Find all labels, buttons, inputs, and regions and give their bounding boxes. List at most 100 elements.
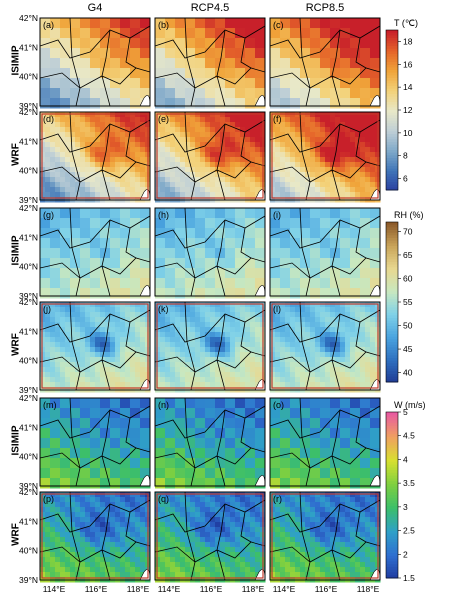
isimip-map-panel: (g): [39, 207, 151, 299]
admin-boundary: [101, 219, 111, 297]
colorbar-title: RH (%): [394, 210, 424, 220]
row-label: WRF: [10, 523, 22, 546]
admin-boundary: [331, 29, 341, 107]
admin-boundary: [184, 17, 196, 107]
panel-frame: [154, 491, 266, 581]
admin-boundary: [216, 409, 226, 487]
colorbar-tick-label: 14: [403, 82, 413, 92]
colorbar-tick-label: 45: [403, 344, 413, 354]
admin-boundary: [331, 123, 341, 201]
panel-frame: [39, 111, 151, 201]
admin-boundary: [240, 321, 252, 353]
latitude-tick-label: 39°N: [19, 101, 38, 111]
longitude-tick-label: 118°E: [127, 584, 150, 594]
admin-boundary: [331, 219, 341, 297]
panel-letter: (n): [158, 400, 169, 410]
colorbar-tick-label: 2: [403, 549, 408, 559]
admin-boundary: [69, 491, 81, 581]
panel-frame: [154, 207, 266, 297]
colorbar-title: T (℃): [394, 18, 418, 28]
latitude-tick-label: 39°N: [19, 385, 38, 395]
colorbar-tick-label: 70: [403, 226, 413, 236]
longitude-tick-label: 118°E: [242, 584, 265, 594]
admin-boundary: [216, 29, 226, 107]
colorbar-tick-label: 40: [403, 368, 413, 378]
wrf-domain-outline: [156, 493, 264, 579]
panel-letter: (f): [273, 114, 282, 124]
admin-boundary: [299, 397, 311, 487]
latitude-tick-label: 40°N: [19, 166, 38, 176]
admin-boundary: [184, 397, 196, 487]
admin-boundary: [355, 131, 367, 163]
latitude-tick-label: 41°N: [19, 232, 38, 242]
latitude-tick-label: 42°N: [19, 13, 38, 23]
longitude-tick-label: 114°E: [43, 584, 66, 594]
panel-frame: [39, 301, 151, 391]
admin-boundary: [101, 409, 111, 487]
wrf-map-panel: (r): [269, 491, 381, 583]
wrf-map-panel: (d): [39, 111, 151, 203]
admin-boundary: [240, 131, 252, 163]
admin-boundary: [184, 111, 196, 201]
colorbar-tick-label: 3: [403, 502, 408, 512]
latitude-tick-label: 40°N: [19, 356, 38, 366]
wrf-map-panel: (q): [154, 491, 266, 583]
panel-letter: (p): [43, 494, 54, 504]
wrf-domain-outline: [271, 303, 379, 389]
panel-letter: (i): [273, 210, 281, 220]
panel-frame: [154, 111, 266, 201]
admin-boundary: [69, 301, 81, 391]
admin-boundary: [216, 123, 226, 201]
wrf-map-panel: (l): [269, 301, 381, 393]
longitude-tick-label: 116°E: [315, 584, 338, 594]
admin-boundary: [355, 227, 367, 259]
panel-frame: [269, 491, 381, 581]
latitude-tick-label: 39°N: [19, 195, 38, 205]
latitude-tick-label: 42°N: [19, 297, 38, 307]
latitude-tick-label: 41°N: [19, 422, 38, 432]
admin-boundary: [69, 397, 81, 487]
latitude-tick-label: 41°N: [19, 326, 38, 336]
wrf-map-panel: (k): [154, 301, 266, 393]
isimip-map-panel: (b): [154, 17, 266, 109]
panel-frame: [39, 491, 151, 581]
admin-boundary: [216, 313, 226, 391]
admin-boundary: [299, 111, 311, 201]
admin-boundary: [101, 29, 111, 107]
wrf-domain-outline: [41, 113, 149, 199]
isimip-map-panel: (i): [269, 207, 381, 299]
admin-boundary: [125, 321, 137, 353]
admin-boundary: [101, 123, 111, 201]
admin-boundary: [125, 227, 137, 259]
latitude-tick-label: 40°N: [19, 72, 38, 82]
admin-boundary: [240, 417, 252, 449]
wrf-map-panel: (p): [39, 491, 151, 583]
admin-boundary: [125, 131, 137, 163]
colorbar-tick-label: 55: [403, 297, 413, 307]
panel-letter: (h): [158, 210, 169, 220]
wrf-domain-outline: [41, 303, 149, 389]
panel-frame: [154, 301, 266, 391]
admin-boundary: [125, 417, 137, 449]
colorbar-tick-label: 10: [403, 128, 413, 138]
admin-boundary: [125, 37, 137, 69]
panel-frame: [39, 17, 151, 107]
colorbar-tick-label: 16: [403, 59, 413, 69]
row-label: ISIMIP: [10, 425, 22, 456]
longitude-tick-label: 116°E: [85, 584, 108, 594]
admin-boundary: [184, 301, 196, 391]
longitude-tick-label: 116°E: [200, 584, 223, 594]
admin-boundary: [184, 207, 196, 297]
colorbar: RH (%) 70 65 60 55 50 45 40: [385, 210, 424, 383]
colorbar: T (℃) 18 16 14 12 10 8 6: [385, 18, 418, 191]
colorbar-tick-label: 4: [403, 454, 408, 464]
panel-letter: (g): [43, 210, 54, 220]
panel-letter: (r): [273, 494, 282, 504]
isimip-map-panel: (a): [39, 17, 151, 109]
panel-letter: (e): [158, 114, 169, 124]
admin-boundary: [240, 511, 252, 543]
colorbar-tick-label: 2.5: [403, 526, 415, 536]
colorbar-tick-label: 3.5: [403, 478, 415, 488]
isimip-map-panel: (n): [154, 397, 266, 489]
